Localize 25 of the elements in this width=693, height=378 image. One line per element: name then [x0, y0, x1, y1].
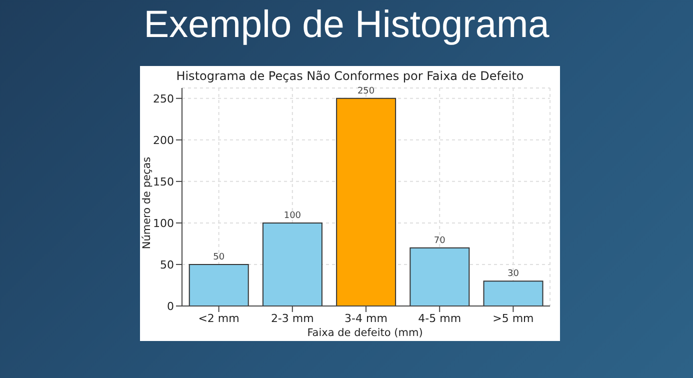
- x-tick-label: 2-3 mm: [270, 312, 314, 325]
- bar: [410, 247, 470, 306]
- x-tick-label: 4-5 mm: [418, 312, 462, 325]
- data-label: 100: [284, 210, 302, 221]
- data-label: 30: [508, 269, 520, 280]
- y-axis-title: Número de peças: [141, 156, 153, 250]
- data-label: 50: [213, 252, 225, 262]
- bar: [336, 98, 396, 306]
- bar: [483, 280, 544, 306]
- y-tick-label: 0: [167, 300, 174, 313]
- y-tick-label: 250: [153, 92, 174, 106]
- bar: [188, 264, 249, 306]
- chart-title: Exemplo de Histograma: [142, 4, 550, 47]
- x-tick-label: 3-4 mm: [344, 312, 388, 325]
- x-axis-title: Faixa de defeito (mm): [306, 327, 424, 339]
- y-tick-label: 150: [153, 175, 174, 188]
- chart-subtitle: Histograma de Peças Não Conformes por Faixa de Defeito: [175, 69, 525, 83]
- x-tick-label: >5 mm: [492, 312, 534, 325]
- y-tick-label: 200: [153, 134, 174, 147]
- data-label: 250: [357, 86, 375, 96]
- data-label: 70: [434, 236, 446, 246]
- bar: [262, 222, 322, 306]
- y-tick-label: 50: [160, 258, 174, 272]
- x-tick-label: <2 mm: [198, 312, 240, 325]
- y-tick-label: 100: [153, 216, 174, 230]
